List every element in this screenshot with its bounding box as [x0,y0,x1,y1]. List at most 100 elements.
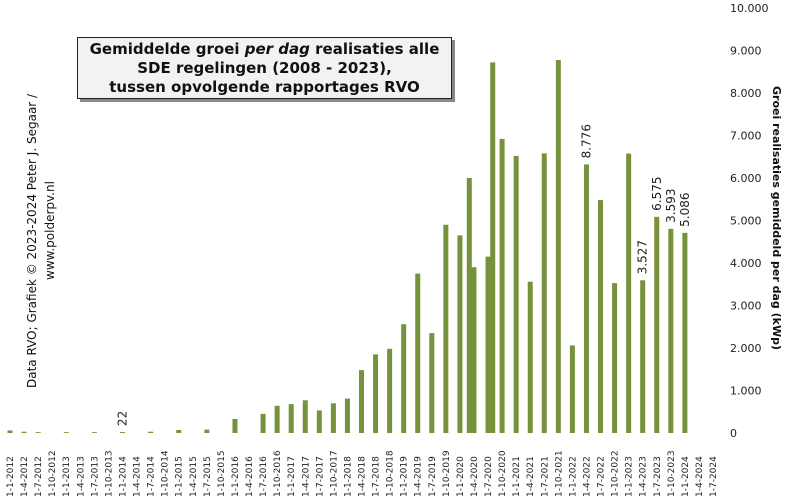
x-tick-1-4-2021: 1-4-2021 [526,456,536,497]
y-tick-9.000: 9.000 [730,45,762,58]
x-tick-1-10-2018: 1-10-2018 [386,450,396,497]
bar-1-1-2015 [176,430,182,433]
x-tick-1-10-2012: 1-10-2012 [48,450,58,497]
bar-1-1-2022 [569,345,575,433]
bar-1-10-2017 [330,403,336,433]
x-tick-1-1-2023: 1-1-2023 [625,456,635,497]
y-axis: 0 1.000 2.000 3.000 4.000 5.000 6.000 7.000 8.00… [730,2,769,440]
x-tick-1-4-2015: 1-4-2015 [189,456,199,497]
x-tick-1-4-2013: 1-4-2013 [76,456,86,497]
x-tick-1-7-2019: 1-7-2019 [428,456,438,497]
bar-1-10-2022 [612,283,618,433]
bar-1-1-2023 [626,153,632,433]
bar-1-7-2023 [654,216,660,433]
x-tick-1-1-2012: 1-1-2012 [6,456,16,497]
x-tick-1-1-2015: 1-1-2015 [175,456,185,497]
x-tick-1-7-2015: 1-7-2015 [203,456,213,497]
x-tick-1-10-2022: 1-10-2022 [611,450,621,497]
x-tick-1-4-2018: 1-4-2018 [358,456,368,497]
bar-1-1-2016 [232,418,238,433]
x-tick-1-4-2014: 1-4-2014 [133,456,143,497]
bar-1-7-2017 [316,410,322,433]
x-tick-1-1-2024: 1-1-2024 [681,456,691,497]
x-tick-1-1-2022: 1-1-2022 [568,456,578,497]
title-line-1: Gemiddelde groei per dag realisaties all… [78,40,451,59]
bar-1-4-2019 [415,273,421,433]
x-tick-1-1-2013: 1-1-2013 [62,456,72,497]
x-tick-1-1-2019: 1-1-2019 [400,456,410,497]
x-tick-1-7-2024: 1-7-2024 [709,456,719,497]
x-tick-1-4-2016: 1-4-2016 [245,456,255,497]
y-tick-7.000: 7.000 [730,130,762,143]
x-tick-1-4-2020: 1-4-2020 [470,456,480,497]
bar-1-3-2020 [466,178,472,433]
y-tick-4.000: 4.000 [730,257,762,270]
title-line-2: SDE regelingen (2008 - 2023), [137,59,392,77]
y-tick-3.000: 3.000 [730,300,762,313]
x-tick-1-7-2018: 1-7-2018 [372,456,382,497]
bar-1-7-2019 [429,333,435,433]
x-tick-1-1-2020: 1-1-2020 [456,456,466,497]
x-tick-1-4-2022: 1-4-2022 [582,456,592,497]
bar-1-7-2018 [373,354,379,433]
bar-label-1-7-2023: 6.575 [650,176,664,210]
bar-1-1-2024 [682,232,688,433]
x-tick-1-1-2014: 1-1-2014 [118,456,128,497]
bar-1-7-2015 [204,429,210,433]
y-tick-2.000: 2.000 [730,342,762,355]
title-line-1-post: realisaties alle [309,40,440,58]
x-tick-1-7-2023: 1-7-2023 [653,456,663,497]
y-tick-8.000: 8.000 [730,87,762,100]
x-tick-1-4-2017: 1-4-2017 [301,456,311,497]
bar-1-4-2022 [583,164,589,433]
bar-1-7-2016 [260,413,266,433]
bar-1-1-2017 [288,404,294,433]
bar-1-7-2012 [35,432,41,433]
bar-1-7-2021 [541,153,547,433]
bar-1-4-2020 [471,267,477,433]
x-tick-1-7-2017: 1-7-2017 [315,456,325,497]
x-tick-1-4-2023: 1-4-2023 [639,456,649,497]
y-tick-0: 0 [730,427,737,440]
x-tick-1-10-2023: 1-10-2023 [667,450,677,497]
bar-1-1-2018 [344,398,350,433]
x-axis: 1-1-2012 1-4-2012 1-7-2012 1-10-2012 1-1-201… [6,450,719,497]
bars-group [7,60,688,434]
title-line-1-em: per dag [244,40,310,58]
x-tick-1-7-2012: 1-7-2012 [34,456,44,497]
y-axis-label: Groei realisaties gemiddeld per dag (kWp… [770,86,783,350]
bar-1-4-2012 [21,431,27,433]
bar-label-1-4-2023: 3.527 [636,240,650,274]
x-tick-1-7-2021: 1-7-2021 [540,456,550,497]
x-tick-1-1-2018: 1-1-2018 [343,456,353,497]
bar-label-1-10-2023: 3.593 [664,188,678,222]
x-tick-1-10-2020: 1-10-2020 [498,450,508,497]
title-line-1-pre: Gemiddelde groei [89,40,245,58]
x-tick-1-7-2022: 1-7-2022 [597,456,607,497]
x-tick-1-10-2016: 1-10-2016 [273,450,283,497]
bar-1-10-2018 [387,348,393,433]
bar-1-8-2020 [490,62,496,434]
y-tick-1.000: 1.000 [730,385,762,398]
bar-1-1-2013 [63,432,69,433]
bar-label-1-1-2014: 22 [115,411,129,426]
bar-1-4-2021 [527,281,533,433]
x-tick-1-4-2012: 1-4-2012 [20,456,30,497]
bar-label-1-4-2022: 8.776 [579,124,593,158]
chart-title: Gemiddelde groei per dag realisaties all… [77,37,452,99]
bar-label-1-7-2024: 4.709 [0,0,34,3]
x-tick-1-10-2015: 1-10-2015 [217,450,227,497]
bar-1-10-2023 [668,228,674,433]
bar-1-7-2014 [148,431,154,433]
x-tick-1-7-2014: 1-7-2014 [147,456,157,497]
bar-1-4-2018 [359,370,364,433]
bar-1-10-2019 [443,224,449,433]
bar-1-10-2016 [274,405,280,433]
x-tick-1-7-2016: 1-7-2016 [259,456,269,497]
bar-1-7-2013 [91,432,97,433]
bar-1-4-2017 [302,400,308,433]
x-tick-1-10-2014: 1-10-2014 [161,450,171,497]
x-tick-1-1-2017: 1-1-2017 [287,456,297,497]
